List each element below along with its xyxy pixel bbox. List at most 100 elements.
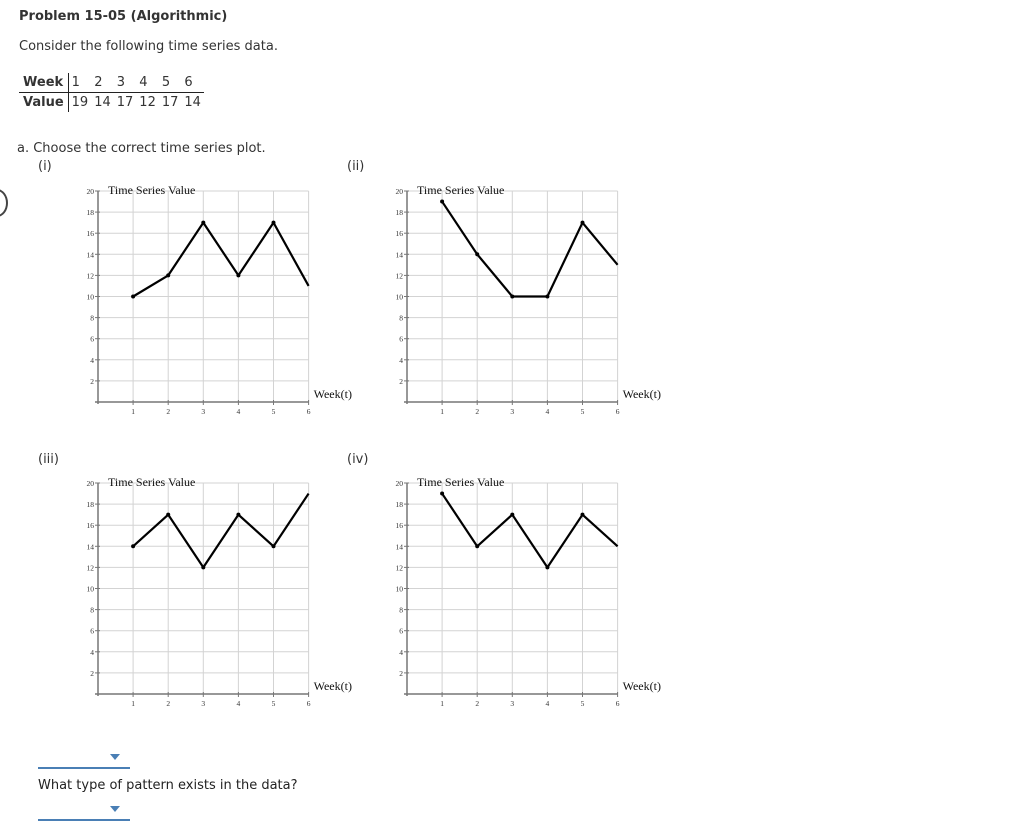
svg-text:18: 18 (396, 500, 404, 509)
svg-text:1: 1 (440, 407, 444, 416)
svg-text:5: 5 (272, 699, 276, 708)
svg-text:3: 3 (510, 699, 514, 708)
value-cell: 17 (116, 95, 134, 110)
value-cell: 17 (161, 95, 179, 110)
svg-text:16: 16 (396, 521, 404, 530)
svg-text:16: 16 (396, 229, 404, 238)
svg-text:8: 8 (399, 314, 403, 323)
chart-option-ii[interactable]: 2 4 6 8 10 12 14 16 18 20 1 2 3 4 5 6 Time Series Value W… (389, 178, 679, 418)
row-label-value: Value (19, 92, 69, 112)
svg-text:6: 6 (307, 407, 311, 416)
svg-text:2: 2 (475, 407, 479, 416)
svg-text:12: 12 (87, 563, 95, 572)
chevron-down-icon (110, 806, 120, 812)
svg-text:8: 8 (90, 314, 94, 323)
value-cell: 14 (94, 95, 111, 110)
svg-text:Time Series Value: Time Series Value (108, 475, 195, 489)
option-label-i: (i) (38, 159, 52, 174)
time-series-table: Week 1 2 3 4 5 6 Value 19 14 17 12 17 14 (19, 73, 204, 112)
svg-text:14: 14 (396, 542, 404, 551)
week-cell: 2 (91, 73, 114, 93)
svg-text:18: 18 (396, 208, 404, 217)
chart-option-iii[interactable]: 2 4 6 8 10 12 14 16 18 20 1 2 3 4 5 6 Time Series Value W… (80, 470, 370, 710)
svg-text:8: 8 (399, 606, 403, 615)
svg-text:16: 16 (87, 229, 95, 238)
svg-text:6: 6 (399, 627, 403, 636)
svg-text:Time Series Value: Time Series Value (108, 183, 195, 197)
svg-text:2: 2 (166, 699, 170, 708)
svg-text:3: 3 (201, 407, 205, 416)
row-label-week: Week (19, 73, 69, 93)
svg-text:4: 4 (90, 648, 94, 657)
svg-text:10: 10 (396, 585, 404, 594)
svg-text:4: 4 (399, 356, 403, 365)
svg-text:3: 3 (510, 407, 514, 416)
svg-text:20: 20 (396, 187, 404, 196)
svg-text:2: 2 (90, 669, 94, 678)
value-cell: 12 (139, 95, 156, 110)
svg-text:3: 3 (201, 699, 205, 708)
svg-text:Week(t): Week(t) (623, 679, 661, 693)
svg-text:6: 6 (616, 407, 620, 416)
svg-text:Time Series Value: Time Series Value (417, 183, 504, 197)
table-row-value: Value 19 14 17 12 17 14 (19, 92, 204, 112)
svg-text:5: 5 (581, 407, 585, 416)
svg-text:6: 6 (399, 335, 403, 344)
svg-text:20: 20 (87, 187, 95, 196)
option-label-ii: (ii) (347, 159, 365, 174)
part-b-prompt: What type of pattern exists in the data? (38, 778, 298, 793)
svg-text:2: 2 (399, 669, 403, 678)
week-cell: 3 (113, 73, 137, 93)
chart-option-i[interactable]: 2 4 6 8 10 12 14 16 18 20 1 2 3 4 5 6 Time Series Value W… (80, 178, 370, 418)
svg-text:1: 1 (440, 699, 444, 708)
svg-text:6: 6 (90, 335, 94, 344)
svg-text:20: 20 (396, 479, 404, 488)
svg-text:Week(t): Week(t) (314, 679, 352, 693)
chart-option-iv[interactable]: 2 4 6 8 10 12 14 16 18 20 1 2 3 4 5 6 Time Series Value W… (389, 470, 679, 710)
svg-text:18: 18 (87, 208, 95, 217)
svg-text:4: 4 (546, 407, 550, 416)
svg-text:Time Series Value: Time Series Value (417, 475, 504, 489)
svg-text:20: 20 (87, 479, 95, 488)
svg-text:14: 14 (87, 250, 95, 259)
svg-text:5: 5 (581, 699, 585, 708)
week-cell: 1 (68, 73, 92, 93)
pattern-type-dropdown[interactable] (38, 805, 130, 821)
svg-text:1: 1 (131, 699, 135, 708)
problem-title: Problem 15-05 (Algorithmic) (19, 9, 228, 24)
svg-text:4: 4 (546, 699, 550, 708)
week-cell: 4 (136, 73, 159, 93)
svg-text:14: 14 (396, 250, 404, 259)
svg-text:1: 1 (131, 407, 135, 416)
problem-intro: Consider the following time series data. (19, 39, 278, 54)
svg-text:2: 2 (166, 407, 170, 416)
svg-text:Week(t): Week(t) (623, 387, 661, 401)
svg-text:2: 2 (90, 377, 94, 386)
plot-choice-dropdown[interactable] (38, 753, 130, 769)
value-cell: 14 (184, 95, 201, 110)
svg-text:6: 6 (616, 699, 620, 708)
svg-text:12: 12 (396, 271, 404, 280)
svg-text:10: 10 (87, 293, 95, 302)
week-cell: 5 (158, 73, 182, 93)
value-cell: 19 (71, 95, 89, 110)
svg-text:6: 6 (307, 699, 311, 708)
svg-text:4: 4 (399, 648, 403, 657)
chevron-down-icon (110, 754, 120, 760)
svg-text:10: 10 (87, 585, 95, 594)
svg-text:5: 5 (272, 407, 276, 416)
svg-text:14: 14 (87, 542, 95, 551)
radio-button-option-i[interactable] (0, 189, 8, 217)
svg-text:6: 6 (90, 627, 94, 636)
svg-text:4: 4 (90, 356, 94, 365)
week-cell: 6 (181, 73, 204, 93)
svg-text:12: 12 (87, 271, 95, 280)
svg-text:16: 16 (87, 521, 95, 530)
svg-text:12: 12 (396, 563, 404, 572)
svg-text:8: 8 (90, 606, 94, 615)
svg-text:10: 10 (396, 293, 404, 302)
